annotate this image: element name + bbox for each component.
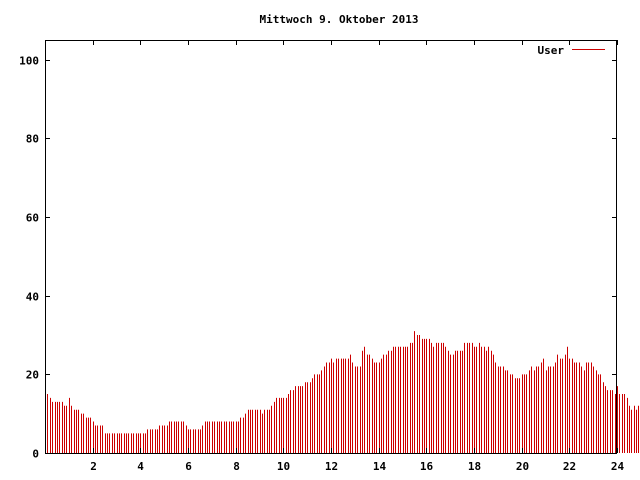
x-tick-label-18: 18 [468, 460, 481, 473]
y-axis: 0 20 40 60 80 100 [19, 55, 617, 461]
chart-title: Mittwoch 9. Oktober 2013 [260, 13, 419, 26]
x-tick-label-10: 10 [277, 460, 290, 473]
x-tick-label-12: 12 [325, 460, 338, 473]
x-tick-label-4: 4 [137, 460, 144, 473]
series-user-bars [45, 331, 639, 453]
y-tick-label-60: 60 [26, 212, 39, 225]
y-tick-label-40: 40 [26, 291, 39, 304]
y-tick-label-0: 0 [32, 448, 39, 461]
y-tick-label-80: 80 [26, 133, 39, 146]
x-tick-label-8: 8 [233, 460, 240, 473]
x-tick-label-20: 20 [516, 460, 529, 473]
y-tick-label-100: 100 [19, 55, 39, 68]
x-tick-label-14: 14 [373, 460, 387, 473]
x-tick-label-24: 24 [611, 460, 625, 473]
x-tick-label-16: 16 [420, 460, 434, 473]
x-tick-label-6: 6 [185, 460, 192, 473]
x-tick-label-2: 2 [90, 460, 97, 473]
x-tick-label-22: 22 [563, 460, 576, 473]
y-tick-label-20: 20 [26, 369, 39, 382]
x-axis: 2 4 6 8 10 12 14 16 18 20 22 24 [90, 40, 624, 473]
legend: User [538, 44, 605, 57]
legend-label-user: User [538, 44, 565, 57]
